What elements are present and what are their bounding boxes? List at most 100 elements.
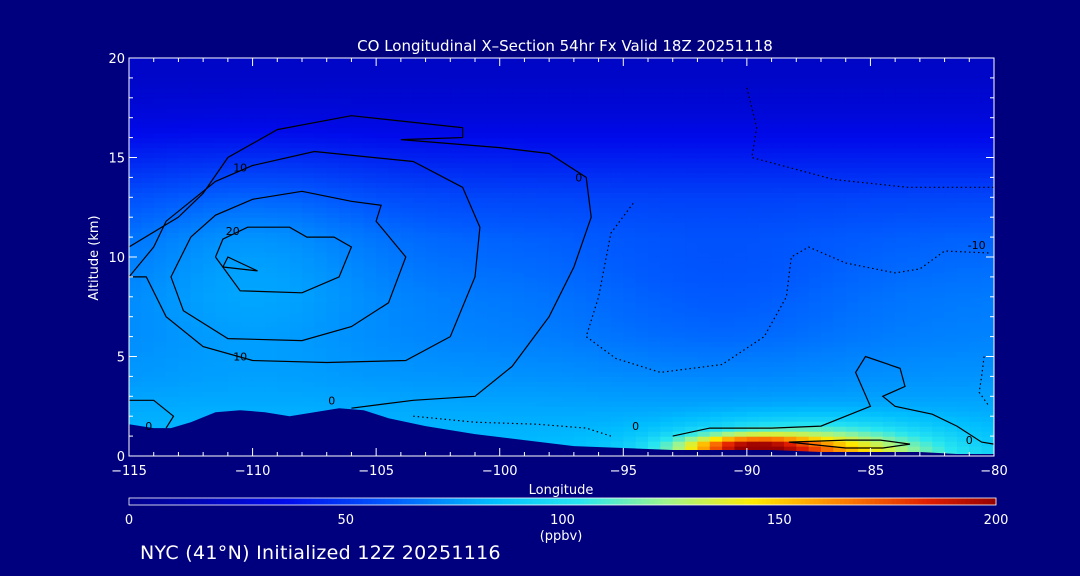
field-cell	[697, 356, 711, 363]
field-cell	[302, 187, 315, 193]
field-cell	[895, 286, 909, 293]
field-cell	[388, 217, 402, 223]
field-cell	[462, 316, 476, 323]
field-cell	[660, 286, 674, 293]
field-cell	[734, 401, 748, 407]
field-cell	[536, 316, 550, 323]
field-cell	[129, 237, 142, 243]
field-cell	[759, 366, 773, 373]
field-cell	[709, 58, 723, 64]
field-cell	[450, 92, 464, 99]
field-cell	[610, 381, 624, 387]
field-cell	[623, 147, 637, 154]
field-cell	[227, 301, 241, 308]
field-cell	[536, 376, 550, 382]
field-cell	[536, 62, 550, 69]
field-cell	[697, 421, 711, 427]
field-cell	[190, 416, 204, 422]
field-cell	[685, 286, 699, 293]
field-cell	[746, 436, 760, 442]
field-cell	[783, 242, 797, 248]
field-cell	[808, 301, 822, 308]
field-cell	[722, 137, 736, 144]
field-cell	[524, 92, 538, 99]
field-cell	[351, 386, 365, 392]
field-cell	[314, 266, 328, 273]
field-cell	[524, 107, 538, 114]
field-cell	[153, 356, 167, 363]
field-cell	[660, 252, 674, 258]
field-cell	[450, 167, 464, 174]
field-cell	[858, 132, 872, 139]
field-cell	[252, 192, 266, 198]
field-cell	[796, 446, 810, 452]
field-cell	[783, 286, 797, 293]
field-cell	[227, 107, 241, 114]
field-cell	[660, 431, 674, 437]
field-cell	[289, 341, 303, 348]
field-cell	[450, 331, 464, 338]
field-cell	[610, 127, 624, 134]
field-cell	[512, 336, 526, 343]
field-cell	[512, 426, 526, 432]
field-cell	[796, 296, 810, 303]
field-cell	[289, 237, 303, 243]
field-cell	[722, 346, 736, 353]
field-cell	[882, 401, 896, 407]
field-cell	[672, 426, 686, 432]
field-cell	[759, 286, 773, 293]
field-cell	[425, 266, 439, 273]
field-cell	[351, 177, 365, 183]
field-cell	[771, 446, 785, 452]
field-cell	[660, 386, 674, 392]
field-cell	[215, 306, 229, 313]
field-cell	[462, 162, 476, 169]
field-cell	[722, 207, 736, 213]
field-cell	[635, 72, 649, 79]
field-cell	[450, 411, 464, 417]
field-cell	[660, 167, 674, 174]
field-cell	[524, 396, 538, 402]
field-cell	[450, 62, 464, 69]
field-cell	[771, 212, 785, 218]
field-cell	[388, 222, 402, 228]
field-cell	[314, 296, 328, 303]
field-cell	[685, 237, 699, 243]
field-cell	[598, 77, 612, 84]
field-cell	[437, 301, 451, 308]
field-cell	[697, 391, 711, 397]
field-cell	[277, 247, 291, 253]
field-cell	[536, 112, 550, 119]
field-cell	[524, 401, 538, 407]
field-cell	[190, 142, 204, 149]
field-cell	[425, 391, 439, 397]
field-cell	[536, 147, 550, 154]
field-cell	[746, 376, 760, 382]
field-cell	[821, 187, 834, 193]
field-cell	[882, 167, 896, 174]
field-cell	[302, 157, 315, 164]
field-cell	[524, 281, 538, 288]
field-cell	[277, 97, 291, 104]
field-cell	[660, 346, 674, 353]
field-cell	[858, 162, 872, 169]
field-cell	[129, 58, 142, 64]
field-cell	[722, 157, 736, 164]
field-cell	[215, 207, 229, 213]
field-cell	[870, 207, 884, 213]
field-cell	[648, 391, 661, 397]
field-cell	[512, 167, 526, 174]
field-cell	[746, 326, 760, 333]
field-cell	[302, 207, 315, 213]
field-cell	[425, 311, 439, 318]
field-cell	[845, 436, 859, 442]
field-cell	[215, 82, 229, 89]
field-cell	[796, 102, 810, 109]
field-cell	[289, 137, 303, 144]
field-cell	[586, 391, 600, 397]
field-cell	[153, 411, 167, 417]
field-cell	[635, 371, 649, 377]
field-cell	[783, 232, 797, 238]
field-cell	[759, 361, 773, 368]
field-cell	[475, 157, 488, 164]
